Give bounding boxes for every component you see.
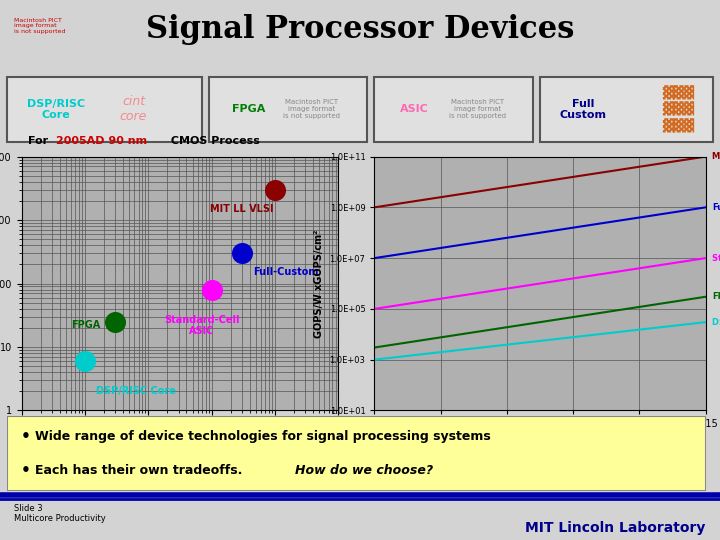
Text: Macintosh PICT
image format
is not supported: Macintosh PICT image format is not suppo…	[449, 99, 506, 119]
Text: Wide range of device technologies for signal processing systems: Wide range of device technologies for si…	[35, 430, 491, 443]
Text: DSP/RISC Core: DSP/RISC Core	[96, 386, 176, 396]
Text: CMOS Process: CMOS Process	[167, 137, 260, 146]
Text: Signal Processor Devices: Signal Processor Devices	[146, 14, 574, 45]
Text: How do we choose?: How do we choose?	[295, 464, 433, 477]
Text: Macintosh PICT
image format
is not supported: Macintosh PICT image format is not suppo…	[14, 18, 66, 34]
FancyBboxPatch shape	[374, 77, 533, 142]
Text: MIT Lincoln Laboratory: MIT Lincoln Laboratory	[525, 521, 706, 535]
Text: Macintosh PICT
image format
is not supported: Macintosh PICT image format is not suppo…	[283, 99, 341, 119]
X-axis label: GOPS/W: GOPS/W	[151, 436, 209, 449]
Text: FPGA: FPGA	[232, 104, 265, 114]
Text: ASIC: ASIC	[400, 104, 428, 114]
Text: MIT LL VLSI: MIT LL VLSI	[210, 204, 274, 214]
Text: FPGA: FPGA	[71, 320, 100, 329]
Text: Each has their own tradeoffs.: Each has their own tradeoffs.	[35, 464, 251, 477]
Y-axis label: GOPS/W xGOPS/cm²: GOPS/W xGOPS/cm²	[314, 230, 324, 338]
FancyBboxPatch shape	[209, 77, 367, 142]
X-axis label: Year: Year	[524, 435, 556, 448]
Text: cint
core: cint core	[120, 96, 148, 123]
FancyBboxPatch shape	[7, 416, 706, 491]
Text: •: •	[21, 429, 36, 444]
Text: ▓▓▓
▓▓▓
▓▓▓: ▓▓▓ ▓▓▓ ▓▓▓	[662, 85, 694, 133]
Text: Full-Custom: Full-Custom	[253, 267, 318, 278]
Text: FPGA: FPGA	[712, 292, 720, 301]
Text: Standard-Cell ASIC: Standard-Cell ASIC	[712, 254, 720, 262]
Text: MIT LL VLSI: MIT LL VLSI	[712, 152, 720, 161]
Text: Full-Custom: Full-Custom	[712, 203, 720, 212]
Point	[109, 318, 121, 326]
Text: Slide 3
Multicore Productivity: Slide 3 Multicore Productivity	[14, 504, 106, 523]
Text: DSP/RISC Core: DSP/RISC Core	[712, 318, 720, 327]
Point	[269, 185, 281, 194]
Text: DSP/RISC
Core: DSP/RISC Core	[27, 98, 85, 120]
Text: Standard-Cell
ASIC: Standard-Cell ASIC	[164, 315, 240, 336]
Point	[206, 285, 217, 294]
Point	[79, 357, 91, 366]
Text: 2005AD 90 nm: 2005AD 90 nm	[56, 137, 148, 146]
FancyBboxPatch shape	[540, 77, 713, 142]
Text: Full
Custom: Full Custom	[559, 98, 607, 120]
Text: •: •	[21, 463, 36, 478]
Point	[236, 249, 248, 258]
FancyBboxPatch shape	[7, 77, 202, 142]
Text: For: For	[28, 137, 52, 146]
